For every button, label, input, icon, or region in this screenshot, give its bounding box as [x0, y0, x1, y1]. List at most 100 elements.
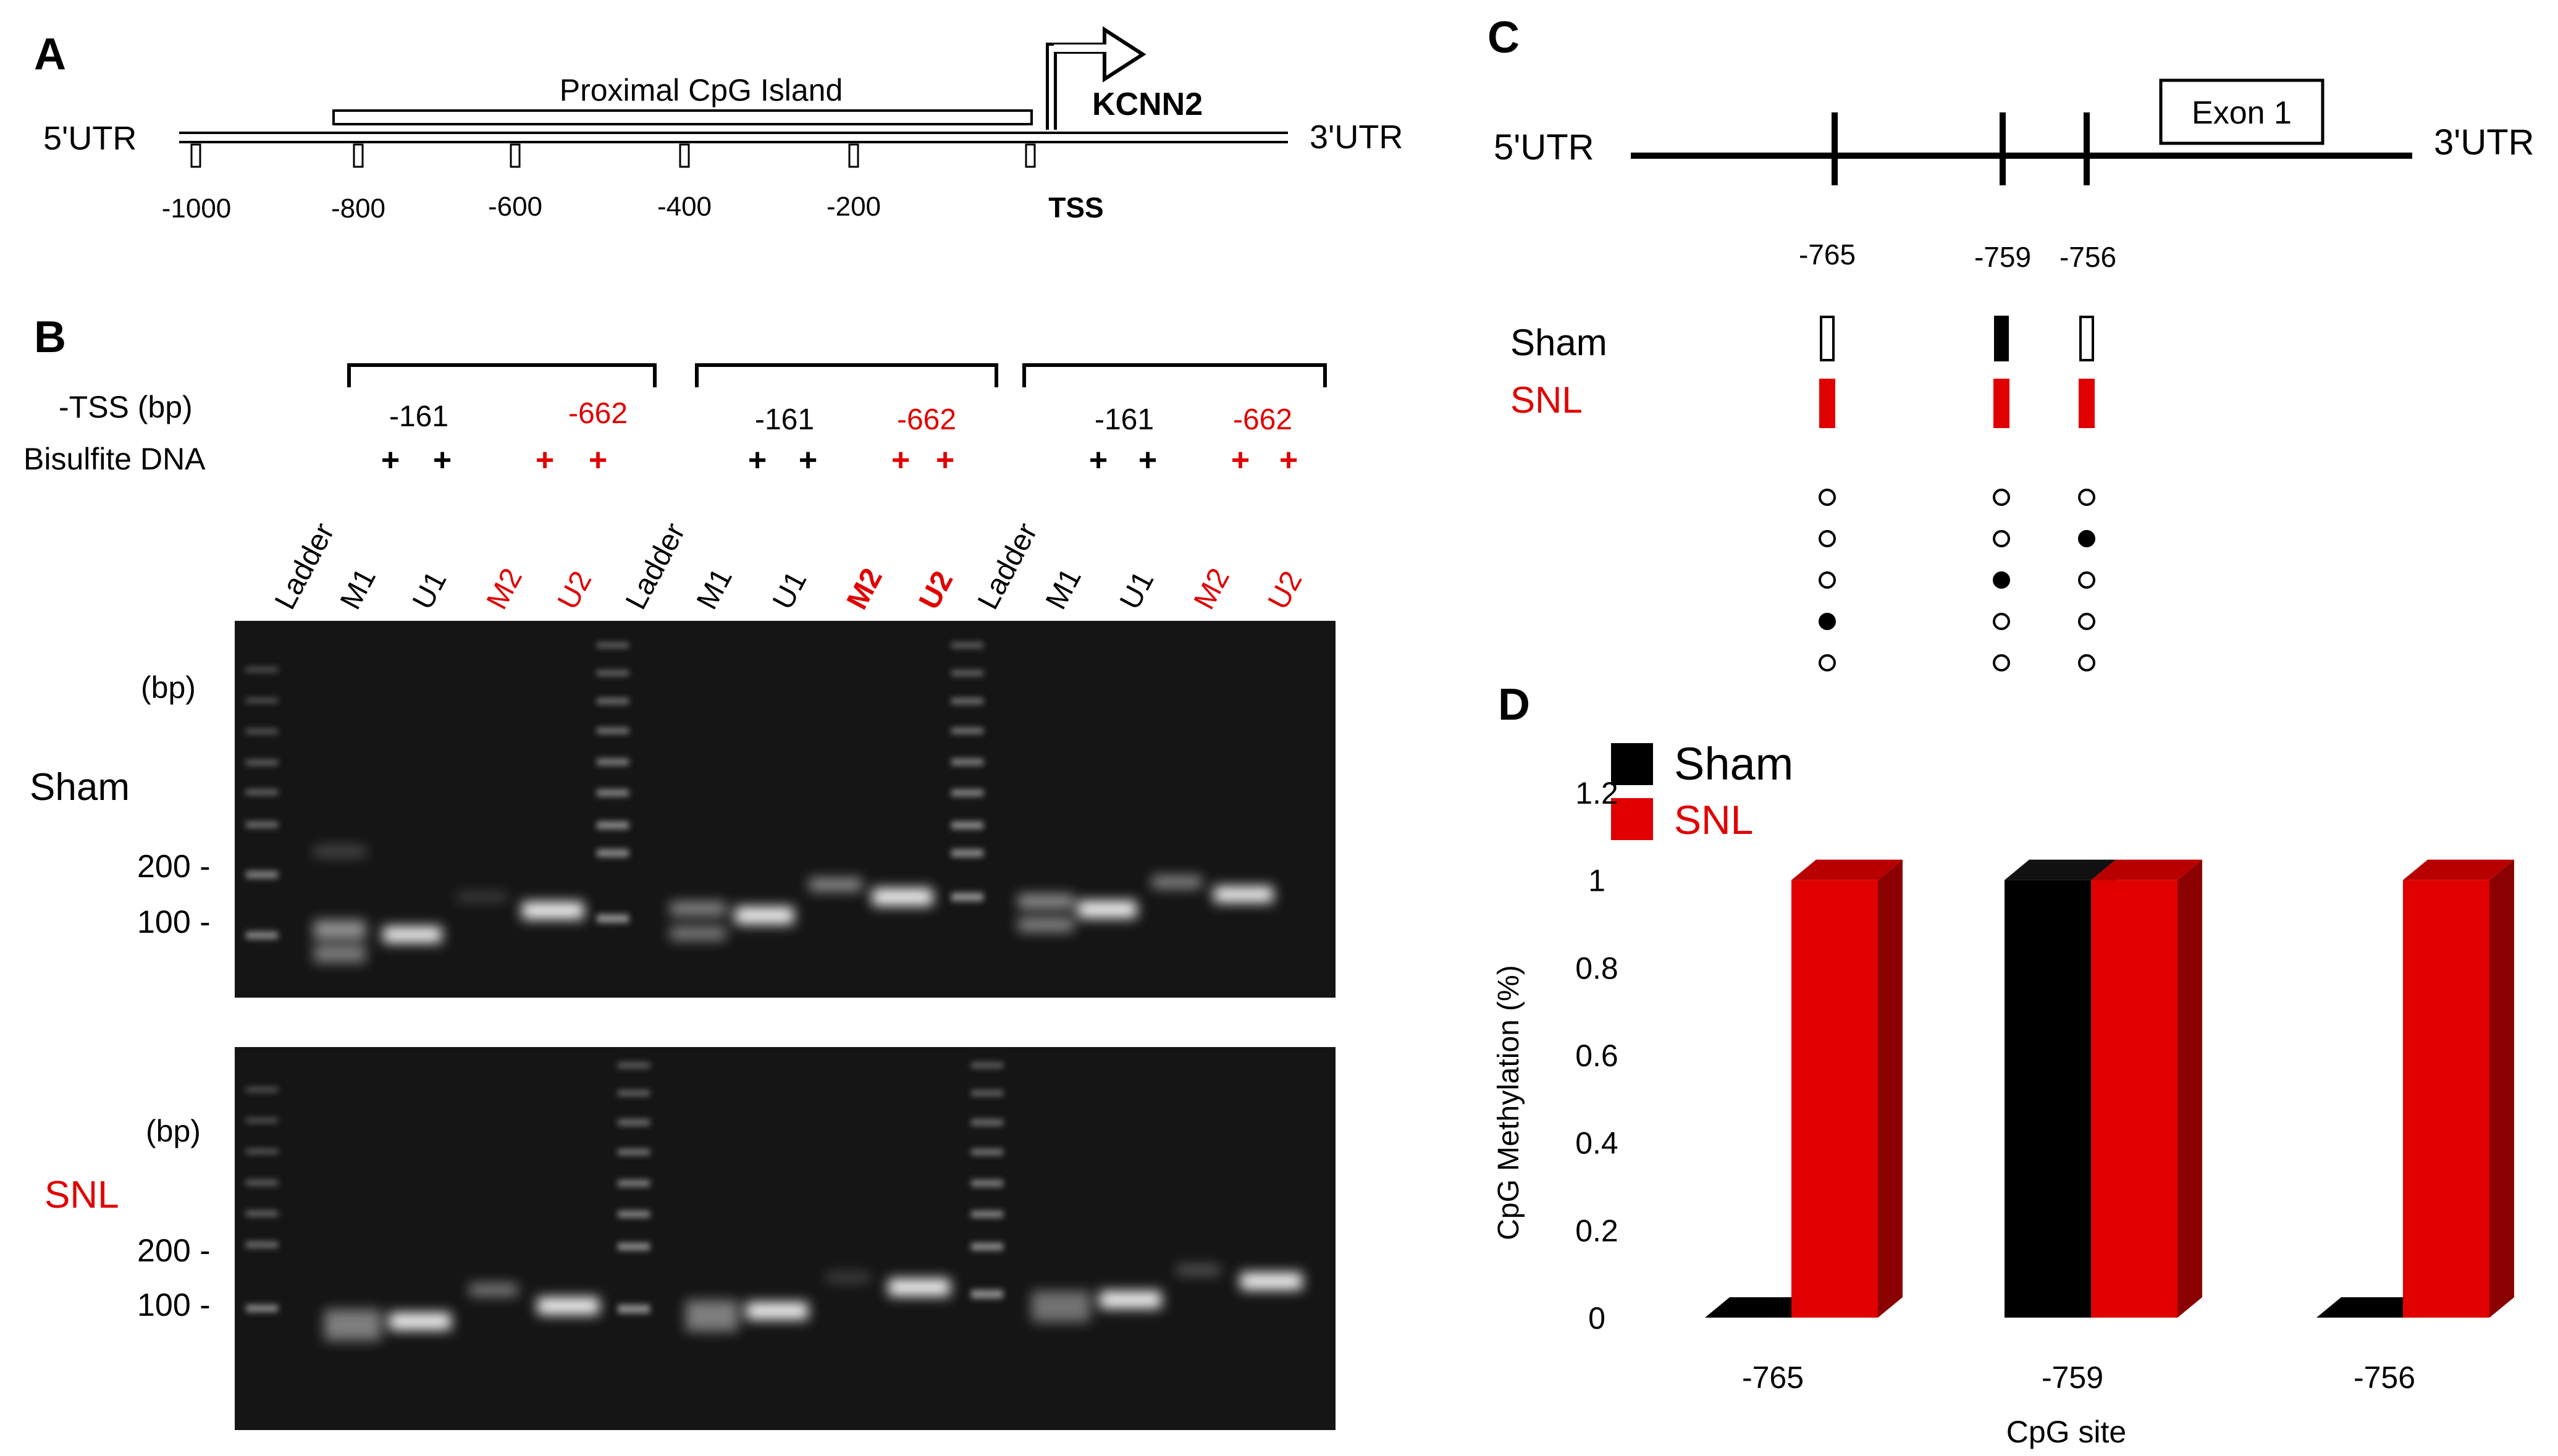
group-position-label: -662	[897, 403, 956, 436]
x-tick-label: -756	[2354, 1360, 2415, 1395]
plus-sign: +	[536, 442, 554, 478]
plus-sign: +	[1089, 442, 1108, 478]
y-tick-label: 0.6	[1575, 1038, 1618, 1073]
y-axis-label: CpG Methylation (%)	[1492, 965, 1525, 1240]
panel-b-label: B	[34, 313, 66, 362]
y-tick-label: 0.4	[1575, 1126, 1618, 1161]
exon-label: Exon 1	[2192, 95, 2292, 131]
gel-bp-label: (bp)	[141, 670, 196, 705]
bar-side-face	[2177, 859, 2202, 1318]
clone-cpg-dot	[1993, 571, 2010, 589]
gel-bp-label: (bp)	[146, 1114, 201, 1148]
lane-label: M2	[841, 563, 889, 615]
gel-image-sham	[235, 621, 1336, 998]
lane-label: U1	[1114, 566, 1161, 615]
marker-200-label: 200 -	[137, 849, 211, 885]
plus-sign: +	[936, 442, 954, 478]
lane-label: M1	[334, 563, 382, 615]
tick-label: -1000	[162, 193, 232, 224]
legend-swatch-snl	[1611, 798, 1653, 840]
gel-image-snl	[235, 1047, 1336, 1430]
plus-sign: +	[589, 442, 607, 478]
group-bracket	[347, 363, 657, 387]
clone-cpg-dot	[1819, 613, 1836, 630]
position-ticks: -1000 -800 -600 -400 -200 TSS	[162, 143, 1104, 224]
clone-cpg-dot	[2078, 654, 2095, 671]
group-position-label: -161	[755, 403, 814, 436]
marker-100-label: 100 -	[137, 1287, 211, 1323]
utr5-label: 5'UTR	[1494, 127, 1594, 167]
lane-label: M1	[1040, 563, 1088, 615]
sham-methylation-mark	[1820, 316, 1835, 361]
tick-mark	[848, 143, 859, 168]
bar-top-face	[2403, 859, 2514, 880]
group-position-label: -662	[1233, 403, 1292, 436]
marker-200-label: 200 -	[137, 1233, 211, 1269]
tss-label: TSS	[1048, 191, 1103, 224]
gene-name-label: KCNN2	[1092, 86, 1203, 122]
plus-sign: +	[1231, 442, 1250, 478]
snl-methylation-mark	[2079, 379, 2095, 428]
group-position-label: -161	[1095, 403, 1154, 436]
bar-front-face	[1791, 880, 1878, 1318]
panel-d-label: D	[1498, 680, 1530, 730]
panel-d: D Sham SNL CpG Methylation (%) CpG site …	[1492, 680, 2514, 1449]
bisulfite-dna-label: Bisulfite DNA	[23, 442, 206, 476]
tick-mark	[190, 143, 201, 168]
tick-label: -800	[331, 193, 385, 224]
sham-row-label: Sham	[1510, 322, 1607, 363]
lane-label: U2	[913, 566, 960, 615]
cpg-island-label: Proximal CpG Island	[560, 73, 843, 107]
y-tick-labels: 0 0.2 0.4 0.6 0.8 1 1.2	[1575, 776, 1618, 1336]
utr3-label: 3'UTR	[1310, 119, 1403, 156]
panel-c: C 5'UTR 3'UTR Exon 1 -765 -759 -756 Sham…	[1487, 13, 2535, 671]
clone-cpg-dot	[1819, 530, 1836, 547]
plus-sign: +	[1138, 442, 1157, 478]
x-tick-label: -765	[1742, 1360, 1804, 1395]
lane-label: M2	[1188, 563, 1236, 615]
tick-mark	[510, 143, 521, 168]
bar-top-face	[2091, 859, 2202, 880]
y-tick-label: 0	[1588, 1301, 1605, 1336]
clone-cpg-dot	[2078, 530, 2095, 547]
legend-label-sham: Sham	[1674, 738, 1793, 789]
x-tick-labels: -765 -759 -756	[1742, 1360, 2415, 1395]
lane-label: U2	[1262, 566, 1309, 615]
gel-condition-label: Sham	[30, 766, 130, 809]
panel-a-label: A	[34, 30, 66, 79]
utr5-label: 5'UTR	[43, 120, 137, 157]
bar-side-face	[2489, 859, 2514, 1318]
sham-methylation-mark	[2079, 316, 2094, 361]
marker-100-label: 100 -	[137, 904, 211, 940]
tick-mark	[679, 143, 690, 168]
plus-sign: +	[799, 442, 817, 478]
lane-label: U2	[552, 566, 599, 615]
gel-condition-label: SNL	[44, 1174, 119, 1216]
clone-cpg-dot	[1993, 489, 2010, 506]
exon-box	[2159, 78, 2324, 145]
bar-front-face	[2005, 880, 2091, 1318]
clone-cpg-dot	[1819, 571, 1836, 589]
clone-cpg-dot	[2078, 489, 2095, 506]
clone-cpg-dot	[1819, 654, 1836, 671]
lane-label: U1	[406, 566, 453, 615]
lane-label: Ladder	[269, 518, 341, 615]
bar-snl	[1791, 859, 1903, 1318]
tick-label: -400	[657, 191, 712, 222]
plus-sign: +	[433, 442, 452, 478]
lane-label: Ladder	[620, 518, 692, 615]
bar-front-face	[2403, 880, 2489, 1318]
bar-top-face	[1791, 859, 1903, 880]
bar-top-face	[2005, 859, 2116, 880]
clone-cpg-dot	[1819, 489, 1836, 506]
bisulfite-plus-row: + + + + + + + + + + + +	[381, 442, 1298, 478]
clone-cpg-dot	[2078, 571, 2095, 589]
clone-cpg-dot	[1993, 613, 2010, 630]
tss-bp-label: -TSS (bp)	[59, 390, 193, 424]
cpg-island-box	[332, 109, 1033, 125]
bar-zero-slab	[1705, 1297, 1816, 1318]
bar-side-face	[1878, 859, 1903, 1318]
legend-label-snl: SNL	[1674, 797, 1753, 843]
bar-snl	[2091, 859, 2202, 1318]
